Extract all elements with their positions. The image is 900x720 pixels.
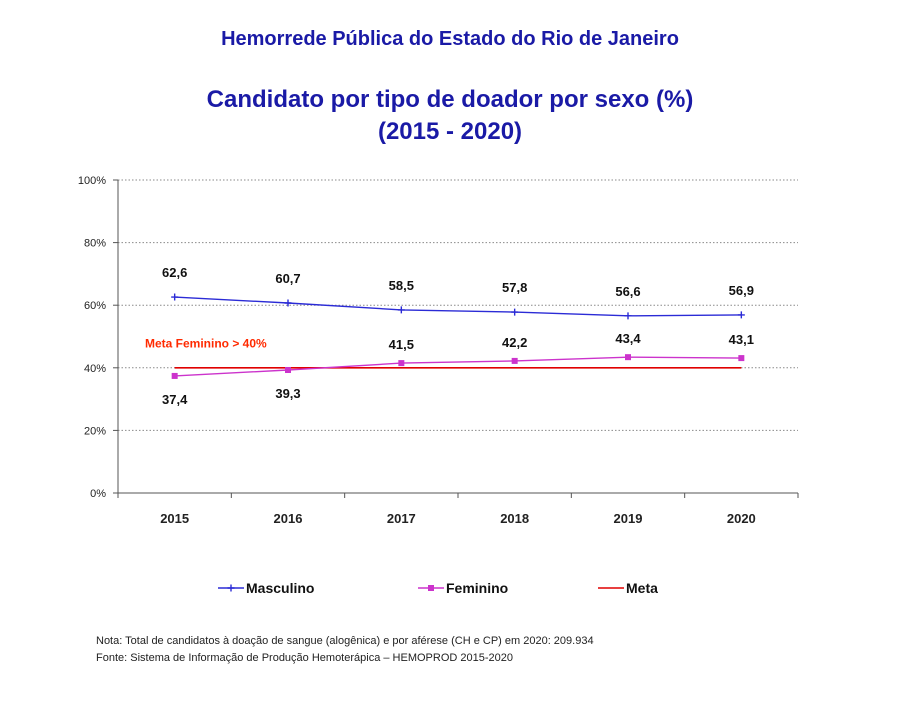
data-label-feminino: 41,5 xyxy=(389,337,414,352)
annotation-meta-feminino: Meta Feminino > 40% xyxy=(145,336,267,350)
point-masculino xyxy=(511,308,519,316)
y-tick-label: 20% xyxy=(84,425,106,437)
data-label-masculino: 57,8 xyxy=(502,280,527,295)
y-tick-label: 80% xyxy=(84,238,106,250)
point-masculino xyxy=(397,306,405,314)
x-tick-label: 2016 xyxy=(274,511,303,526)
point-feminino xyxy=(738,355,745,362)
data-label-feminino: 42,2 xyxy=(502,335,527,350)
x-tick-label: 2018 xyxy=(500,511,529,526)
data-label-masculino: 62,6 xyxy=(162,265,187,280)
point-masculino xyxy=(737,311,745,319)
point-feminino xyxy=(285,366,291,373)
x-tick-label: 2019 xyxy=(614,511,643,526)
y-tick-label: 0% xyxy=(90,488,106,500)
series-line-masculino xyxy=(174,296,742,317)
point-feminino xyxy=(171,372,178,379)
legend-label-feminino: Feminino xyxy=(446,580,508,596)
legend-marker-masculino xyxy=(227,584,235,592)
data-label-masculino: 60,7 xyxy=(275,271,300,286)
point-feminino xyxy=(511,357,518,364)
chart-title: Candidato por tipo de doador por sexo (%… xyxy=(0,84,900,148)
y-tick-label: 60% xyxy=(84,300,106,312)
x-tick-label: 2015 xyxy=(160,511,189,526)
point-feminino xyxy=(398,360,405,367)
series-line-feminino xyxy=(174,356,742,377)
legend-marker-feminino xyxy=(428,585,434,591)
x-tick-label: 2017 xyxy=(387,511,416,526)
header-title: Hemorrede Pública do Estado do Rio de Ja… xyxy=(221,28,679,50)
y-tick-label: 40% xyxy=(84,363,106,375)
chart-title-line2: (2015 - 2020) xyxy=(377,118,523,145)
data-label-feminino: 37,4 xyxy=(162,392,188,407)
data-label-feminino: 43,1 xyxy=(729,332,754,347)
legend-label-meta: Meta xyxy=(626,580,658,596)
point-masculino xyxy=(171,293,179,301)
note-text: Nota: Total de candidatos à doação de sa… xyxy=(96,635,594,647)
data-label-feminino: 39,3 xyxy=(275,386,300,401)
chart-title-line1: Candidato por tipo de doador por sexo (%… xyxy=(206,86,694,113)
x-tick-label: 2020 xyxy=(727,511,756,526)
point-masculino xyxy=(624,312,632,320)
source-text: Fonte: Sistema de Informação de Produção… xyxy=(96,652,513,664)
data-label-masculino: 58,5 xyxy=(389,278,414,293)
y-tick-label: 100% xyxy=(78,175,106,187)
data-label-feminino: 43,4 xyxy=(615,331,641,346)
data-label-masculino: 56,6 xyxy=(615,284,640,299)
point-feminino xyxy=(625,354,631,361)
point-masculino xyxy=(284,299,292,307)
data-label-masculino: 56,9 xyxy=(729,283,754,298)
legend-label-masculino: Masculino xyxy=(246,580,314,596)
notes: Nota: Total de candidatos à doação de sa… xyxy=(96,633,594,667)
